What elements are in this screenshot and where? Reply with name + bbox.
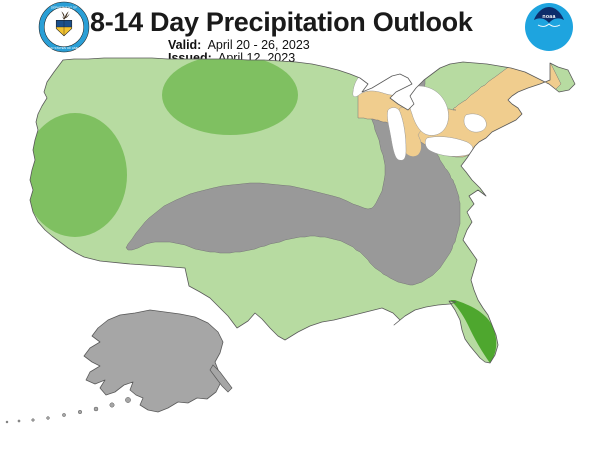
svg-text:DEPARTMENT OF: DEPARTMENT OF: [51, 5, 77, 9]
svg-text:UNITED STATES OF AMERICA: UNITED STATES OF AMERICA: [42, 46, 87, 50]
svg-text:noaa: noaa: [542, 14, 555, 20]
